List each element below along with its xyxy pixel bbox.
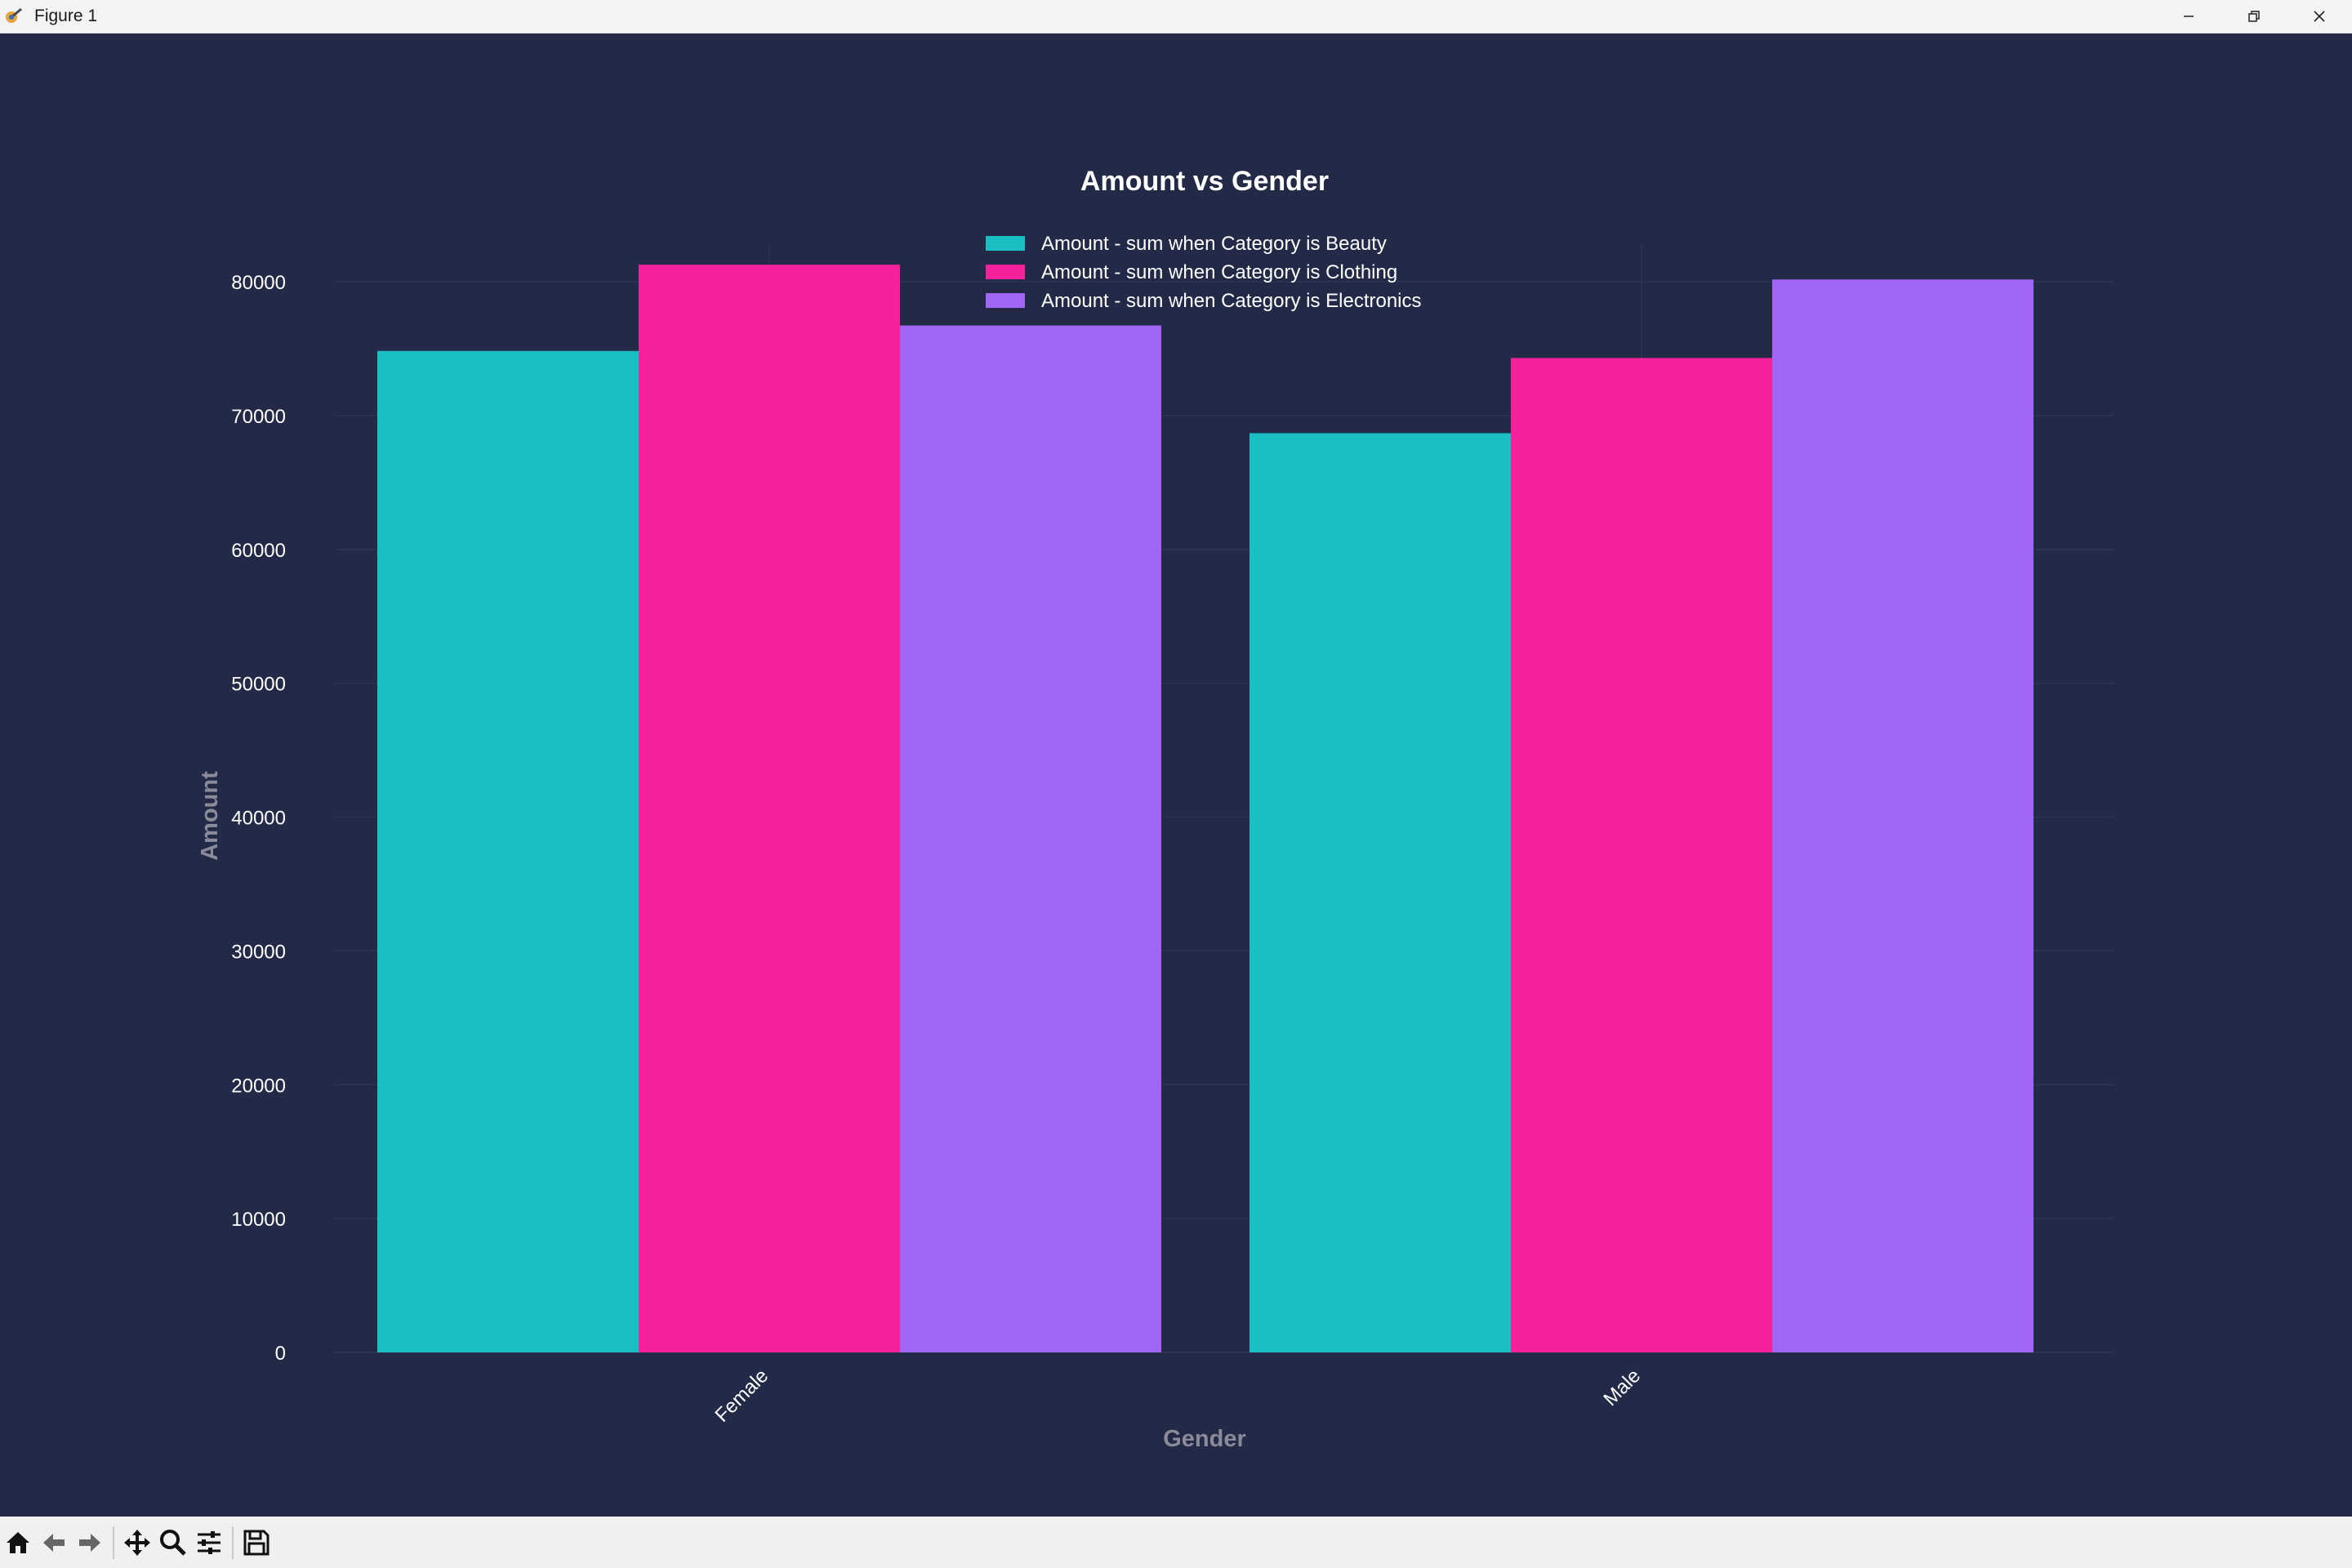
y-tick-label: 80000 [231, 272, 286, 294]
legend: Amount - sum when Category is Beauty Amou… [986, 233, 1422, 312]
y-tick-label: 50000 [231, 674, 286, 696]
y-axis-label: Amount [197, 771, 223, 861]
legend-swatch [986, 236, 1025, 251]
legend-swatch [986, 293, 1025, 308]
x-tick-label: Female [711, 1365, 773, 1427]
bar[interactable] [1772, 279, 2034, 1352]
bar[interactable] [900, 325, 1161, 1353]
bar[interactable] [1250, 433, 1511, 1352]
close-icon[interactable] [2287, 0, 2352, 33]
y-tick-label: 10000 [231, 1209, 286, 1231]
window-title: Figure 1 [34, 7, 98, 25]
legend-swatch [986, 265, 1025, 279]
x-tick-label: Male [1599, 1365, 1645, 1410]
legend-label: Amount - sum when Category is Clothing [1041, 261, 1397, 283]
y-tick-label: 0 [275, 1343, 286, 1365]
configure-subplots-icon[interactable] [191, 1522, 227, 1563]
y-tick-label: 30000 [231, 941, 286, 963]
bar-chart: 0 10000 20000 30000 40000 50000 60000 70000 8000… [197, 166, 2114, 1452]
y-tick-label: 20000 [231, 1075, 286, 1097]
minimize-icon[interactable] [2156, 0, 2221, 33]
figure-canvas[interactable]: 0 10000 20000 30000 40000 50000 60000 70000 8000… [0, 33, 2352, 1517]
home-icon[interactable] [0, 1522, 36, 1563]
zoom-icon[interactable] [155, 1522, 191, 1563]
toolbar-separator [113, 1526, 114, 1559]
legend-label: Amount - sum when Category is Electronic… [1041, 290, 1422, 312]
restore-icon[interactable] [2221, 0, 2287, 33]
bar[interactable] [639, 265, 900, 1352]
legend-label: Amount - sum when Category is Beauty [1041, 233, 1387, 255]
x-axis-label: Gender [1163, 1426, 1246, 1452]
chart-title: Amount vs Gender [1080, 166, 1329, 197]
bars [377, 265, 2034, 1353]
toolbar-separator [232, 1526, 234, 1559]
back-icon[interactable] [36, 1522, 72, 1563]
save-icon[interactable] [238, 1522, 274, 1563]
bar[interactable] [1511, 358, 1772, 1353]
y-tick-label: 70000 [231, 406, 286, 428]
forward-icon[interactable] [72, 1522, 108, 1563]
pan-icon[interactable] [119, 1522, 155, 1563]
x-tick-labels: Female Male [711, 1365, 1646, 1427]
app-icon [3, 6, 24, 27]
window-title-bar: Figure 1 [0, 0, 2352, 33]
y-tick-labels: 0 10000 20000 30000 40000 50000 60000 70000 8000… [231, 272, 286, 1365]
y-tick-label: 60000 [231, 540, 286, 562]
navigation-toolbar [0, 1517, 2352, 1568]
bar[interactable] [377, 350, 639, 1352]
y-tick-label: 40000 [231, 808, 286, 830]
